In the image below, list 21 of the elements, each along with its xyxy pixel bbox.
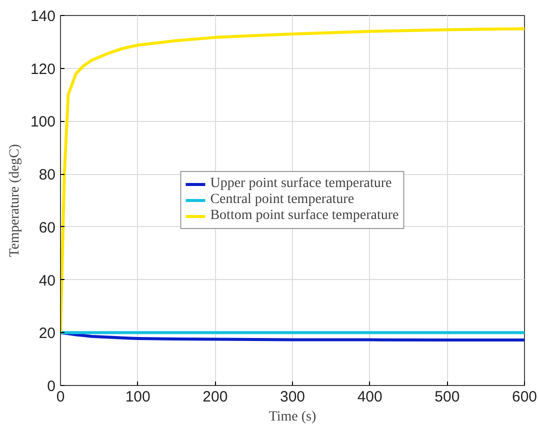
x-axis-title: Time (s) — [268, 410, 316, 424]
x-tick-label: 100 — [125, 388, 150, 406]
legend-label: Bottom point surface temperature — [210, 208, 399, 224]
y-tick-label: 60 — [38, 219, 56, 236]
y-tick-label: 20 — [38, 325, 56, 342]
y-tick-label: 40 — [38, 272, 56, 290]
x-tick-label: 200 — [202, 388, 228, 406]
legend-label: Central point temperature — [210, 192, 354, 208]
x-tick-label: 400 — [357, 388, 382, 406]
y-tick-label: 80 — [38, 166, 56, 184]
y-tick-label: 100 — [30, 114, 56, 131]
y-tick-label: 120 — [30, 60, 56, 78]
x-tick-label: 300 — [280, 388, 306, 406]
x-tick-label: 500 — [434, 388, 460, 406]
y-axis-title: Temperature (degC) — [7, 144, 22, 257]
line-series — [60, 27, 524, 334]
line-series — [60, 331, 524, 342]
y-tick-label: 140 — [30, 8, 56, 25]
x-tick-label: 600 — [512, 388, 538, 406]
y-tick-label: 0 — [47, 378, 56, 395]
legend-label: Upper point surface temperature — [210, 176, 392, 192]
